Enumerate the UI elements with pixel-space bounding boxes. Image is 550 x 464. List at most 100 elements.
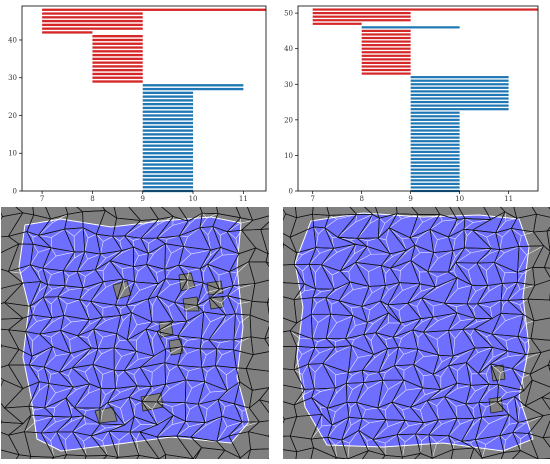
bar-blue-16 (410, 129, 460, 132)
bar-blue-2 (410, 79, 509, 82)
bar-red-10 (361, 47, 411, 50)
bar-red-15 (361, 65, 411, 68)
x-tick-label: 9 (408, 195, 412, 203)
bar-red-2 (42, 16, 143, 19)
hole-3 (182, 296, 200, 312)
bar-red-13 (92, 57, 143, 61)
y-tick-label: 30 (8, 74, 17, 82)
bar-red-11 (92, 50, 143, 53)
y-tick-label: 20 (8, 112, 17, 120)
axes-frame (297, 5, 539, 192)
left-bar-chart: 7 8 9 10 11 0 10 20 30 40 (8, 5, 267, 203)
bar-blue-18 (142, 152, 194, 155)
bar-blue-23 (142, 170, 194, 174)
bar-blue-24 (142, 174, 194, 178)
hole-7 (94, 406, 118, 424)
bar-blue-27 (410, 168, 460, 171)
bar-red-18 (92, 76, 143, 79)
bar-blue-0 (142, 84, 244, 87)
bar-red-8 (92, 38, 143, 42)
y-tick-label: 30 (284, 81, 293, 89)
bar-blue-18 (410, 136, 460, 139)
bar-blue-0 (361, 26, 460, 29)
hole-1 (178, 272, 196, 292)
bar-blue-17 (410, 132, 460, 136)
bar-red-15 (92, 65, 143, 68)
bar-blue-1 (410, 76, 509, 79)
axes-frame (21, 5, 267, 192)
bar-red-5 (361, 29, 411, 33)
x-tick-label: 8 (359, 195, 363, 203)
bar-blue-25 (142, 178, 194, 181)
bar-blue-23 (410, 154, 460, 157)
cell-outlines (283, 207, 550, 459)
bar-red-12 (92, 53, 143, 57)
bar-red-3 (42, 19, 143, 23)
bar-red-17 (361, 72, 411, 75)
bar-red-16 (92, 69, 143, 72)
bar-blue-4 (410, 86, 509, 89)
cell-outlines (1, 207, 269, 459)
bar-blue-6 (410, 93, 509, 97)
bar-blue-22 (142, 167, 194, 170)
bar-blue-7 (410, 97, 509, 100)
bar-red-2 (312, 15, 411, 18)
bar-blue-17 (142, 148, 194, 151)
bar-blue-8 (142, 114, 194, 117)
bar-blue-7 (142, 110, 194, 113)
bar-blue-19 (410, 140, 460, 143)
bar-blue-14 (410, 122, 460, 125)
bar-blue-21 (142, 163, 194, 166)
bar-red-19 (92, 80, 143, 83)
bar-blue-19 (142, 155, 194, 159)
bar-red-6 (361, 33, 411, 36)
bar-blue-26 (142, 182, 194, 185)
bar-blue-12 (142, 129, 194, 132)
bar-red-17 (92, 72, 143, 76)
bar-blue-1 (142, 87, 244, 91)
bar-red-7 (361, 36, 411, 40)
x-tick-label: 7 (40, 195, 44, 203)
bar-red-14 (361, 61, 411, 65)
bar-blue-9 (410, 104, 509, 107)
bar-blue-11 (410, 111, 460, 114)
y-tick-label: 40 (284, 45, 293, 53)
bar-red-8 (361, 40, 411, 43)
bar-red-9 (361, 44, 411, 47)
bar-blue-14 (142, 136, 194, 140)
bar-red-3 (312, 19, 411, 22)
y-tick-label: 50 (284, 10, 293, 18)
bar-blue-11 (142, 125, 194, 128)
hole-0 (490, 364, 506, 382)
right-bar-chart: 7 8 9 10 11 0 10 20 30 40 50 (284, 5, 539, 203)
hole-2 (206, 280, 224, 296)
x-tick-label: 11 (239, 195, 248, 203)
bar-red-14 (92, 61, 143, 64)
hole-6 (168, 338, 184, 356)
bar-blue-20 (410, 143, 460, 146)
bar-blue-16 (142, 144, 194, 147)
bar-blue-6 (142, 106, 194, 110)
bar-red-0 (312, 8, 538, 11)
bar-blue-32 (410, 186, 460, 189)
right-mesh-image (283, 207, 550, 459)
y-tick-label: 40 (8, 36, 17, 44)
x-tick-label: 10 (189, 195, 198, 203)
bar-blue-9 (142, 118, 194, 121)
bar-red-13 (361, 58, 411, 61)
bar-blue-31 (410, 182, 460, 185)
x-tick-label: 11 (504, 195, 513, 203)
bar-red-7 (92, 35, 143, 38)
y-tick-label: 0 (13, 188, 17, 196)
bar-blue-20 (142, 159, 194, 162)
bar-blue-13 (142, 133, 194, 136)
y-tick-label: 10 (8, 150, 17, 158)
bar-blue-24 (410, 157, 460, 161)
x-tick-label: 8 (90, 195, 94, 203)
left-mesh-image (1, 207, 269, 459)
x-tick-label: 10 (455, 195, 464, 203)
bar-blue-22 (410, 150, 460, 153)
bar-blue-28 (410, 172, 460, 175)
bar-red-1 (312, 12, 411, 15)
bar-blue-15 (142, 140, 194, 144)
